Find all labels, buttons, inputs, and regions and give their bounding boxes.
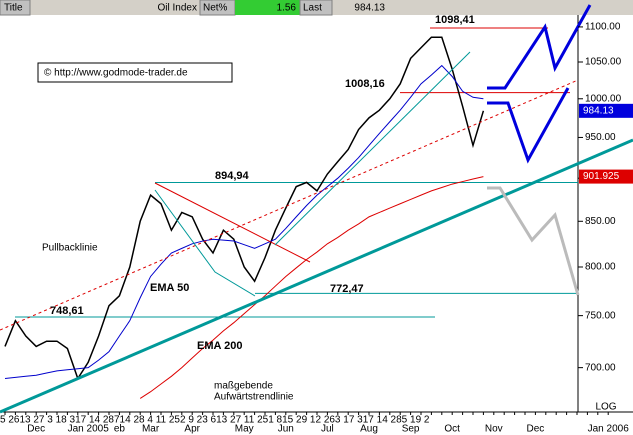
y-tick-label: 950.00 <box>585 132 616 143</box>
x-tick-label: eb <box>114 424 126 435</box>
trend-line <box>0 138 633 414</box>
x-tick-label: Jan 2005 <box>68 424 110 435</box>
last-value-box <box>579 103 633 118</box>
ema-label: EMA 50 <box>150 282 189 294</box>
title-box <box>0 0 31 16</box>
level-label: 894,94 <box>215 170 250 182</box>
x-tick-label: May <box>235 424 254 435</box>
y-tick-label: 800.00 <box>585 262 616 273</box>
annotation: maßgebende <box>214 381 273 392</box>
level-label: 1008,16 <box>345 78 385 90</box>
x-tick-label: Aug <box>360 424 378 435</box>
y-tick-label: 1000.00 <box>585 93 622 104</box>
x-tick-label: Sep <box>402 424 420 435</box>
last-label: Last <box>303 3 322 14</box>
x-tick-label: Nov <box>485 424 503 435</box>
copyright-box <box>37 62 233 83</box>
plot <box>4 27 578 399</box>
x-tick-label: Apr <box>184 424 200 435</box>
level-label: 748,61 <box>50 305 84 317</box>
last-value-label: 901.925 <box>583 171 620 182</box>
x-tick-label: Dec <box>27 424 45 435</box>
resistance-line <box>154 182 311 263</box>
x-tick-label: Dec <box>527 424 545 435</box>
net-value: 1.56 <box>277 3 297 14</box>
annotation: Aufwärtstrendlinie <box>214 392 294 403</box>
forecast-line <box>487 87 570 164</box>
series-line <box>139 176 484 399</box>
x-tick-label: Jul <box>321 424 334 435</box>
y-tick-label: 1050.00 <box>585 57 622 68</box>
scale-label: LOG <box>595 402 616 413</box>
index-name: Oil Index <box>158 3 197 14</box>
last-label-box <box>299 0 333 16</box>
ema-label: EMA 200 <box>197 340 242 352</box>
level-label: 1098,41 <box>435 14 475 26</box>
support-line <box>154 189 256 297</box>
pullback-line <box>0 79 579 331</box>
x-tick-label: Jun <box>278 424 294 435</box>
y-tick-label: 1100.00 <box>585 22 621 33</box>
level-label: 772,47 <box>330 283 364 295</box>
x-tick-label: Oct <box>444 424 460 435</box>
net-label: Net% <box>203 3 228 14</box>
channel-line <box>274 51 471 246</box>
last-value-box <box>579 169 633 184</box>
x-tick-label: Jan 2006 <box>588 424 630 435</box>
last-value-label: 984.13 <box>583 105 614 116</box>
forecast-line <box>487 4 592 90</box>
forecast-line <box>487 186 580 296</box>
y-tick-label: 750.00 <box>585 310 616 321</box>
title: Title <box>4 3 23 14</box>
annotation: Pullbacklinie <box>42 243 98 254</box>
last-value: 984.13 <box>354 3 385 14</box>
net-box <box>235 0 300 15</box>
x-tick-label: Mar <box>142 424 160 435</box>
y-tick-label: 700.00 <box>585 362 616 373</box>
copyright: © http://www.godmode-trader.de <box>44 68 188 79</box>
x-day-labels: 5 2613 27 3 18 317 14 28714 28 4 11 252 … <box>0 415 430 426</box>
series-line <box>4 64 484 379</box>
y-tick-label: 850.00 <box>585 216 616 227</box>
